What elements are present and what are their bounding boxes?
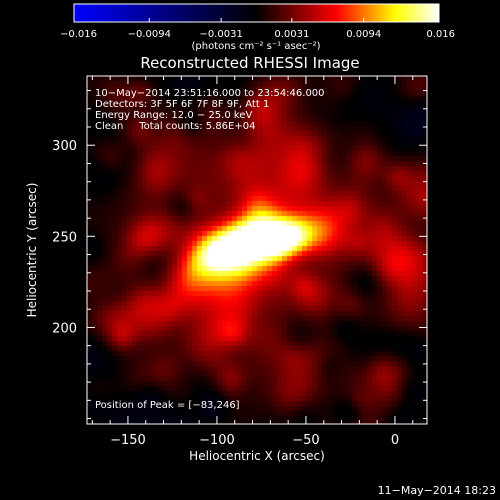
colorbar-tick-label: −0.0094 [128,29,171,40]
info-line: Energy Range: 12.0 − 25.0 keV [95,110,252,121]
footer-timestamp: 11−May−2014 18:23 [378,484,496,497]
y-axis: 200 250 300 [52,90,427,420]
x-axis: −150 −100 −50 0 [91,76,414,448]
x-tick-label: 0 [391,433,399,448]
colorbar-tick-label: 0.0031 [274,29,309,40]
heatmap-canvas [87,76,427,424]
colorbar-tick-label: −0.0031 [199,29,242,40]
x-tick-label: −100 [199,433,235,448]
heatmap-area [86,75,428,425]
colorbar: −0.016 −0.0094 −0.0031 0.0031 0.0094 0.016 (p… [60,3,455,52]
colorbar-tick-label: −0.016 [60,29,97,40]
y-tick-label: 250 [52,230,77,245]
chart-title: Reconstructed RHESSI Image [140,54,359,72]
info-line: Clean Total counts: 5.86E+04 [95,121,255,132]
colorbar-units: (photons cm⁻² s⁻¹ asec⁻²) [191,41,320,52]
peak-position-label: Position of Peak = [−83,246] [95,400,240,411]
x-tick-label: −50 [292,433,319,448]
y-tick-label: 200 [52,321,77,336]
info-line: 10−May−2014 23:51:16.000 to 23:54:46.000 [95,88,325,99]
colorbar-ticks: −0.016 −0.0094 −0.0031 0.0031 0.0094 0.016 [60,18,455,40]
x-axis-label: Heliocentric X (arcsec) [189,449,325,463]
y-axis-label: Heliocentric Y (arcsec) [25,183,39,318]
info-line: Detectors: 3F 5F 6F 7F 8F 9F, Att 1 [95,99,269,110]
colorbar-tick-label: 0.016 [426,29,455,40]
observation-info: 10−May−2014 23:51:16.000 to 23:54:46.000… [95,88,325,132]
plot-frame [86,75,428,425]
colorbar-tick-label: 0.0094 [346,29,381,40]
y-tick-label: 300 [52,139,77,154]
colorbar-gradient [73,3,440,23]
x-tick-label: −150 [110,433,146,448]
